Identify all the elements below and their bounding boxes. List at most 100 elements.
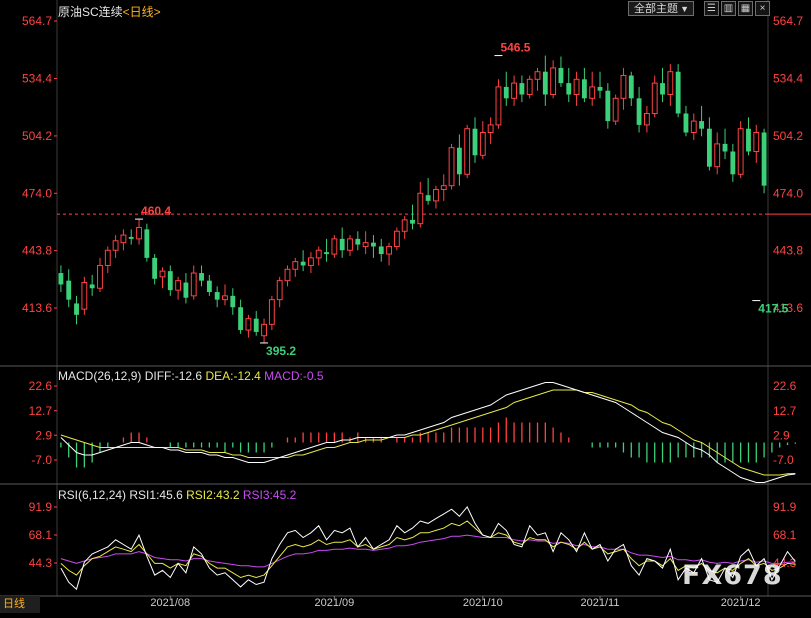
range-dropdown[interactable]: 全部主题 ▼ bbox=[628, 1, 694, 16]
rsi2-line bbox=[60, 520, 796, 579]
candle-body bbox=[128, 236, 134, 239]
candle-body bbox=[378, 246, 384, 255]
extreme-label-2: 546.5 bbox=[500, 41, 530, 55]
candle-body bbox=[550, 67, 557, 96]
close-icon[interactable]: × bbox=[755, 1, 770, 16]
candle-body bbox=[722, 143, 728, 152]
candle-body bbox=[566, 83, 572, 95]
rsi3-legend-name: RSI3 bbox=[242, 488, 270, 502]
rsi-tick-label-left-1: 68.1 bbox=[29, 528, 53, 542]
candle-body bbox=[425, 195, 431, 201]
candle-body bbox=[324, 252, 329, 255]
candle-body bbox=[276, 280, 283, 301]
candle-body bbox=[597, 86, 603, 91]
candle-body bbox=[261, 323, 267, 337]
candle-body bbox=[292, 261, 299, 270]
dea-legend-value: -12.4 bbox=[233, 369, 261, 383]
candle-body bbox=[401, 219, 408, 232]
candle-body bbox=[268, 299, 275, 325]
candle-body bbox=[245, 318, 252, 331]
candle-body bbox=[690, 120, 697, 133]
price-tick-label-right-5: 413.6 bbox=[773, 301, 803, 315]
period-selector[interactable]: <日线> bbox=[122, 5, 161, 19]
rsi-tick-label-right-0: 91.9 bbox=[773, 500, 797, 514]
candle-body bbox=[433, 188, 439, 202]
price-tick-label-left-4: 443.8 bbox=[22, 244, 52, 258]
chart-title: 原油SC连续<日线> bbox=[58, 3, 161, 20]
rsi1-line bbox=[60, 505, 796, 591]
candle-body bbox=[410, 219, 415, 224]
macd-tick-label-right-0: 22.6 bbox=[773, 379, 797, 393]
candle-body bbox=[74, 303, 79, 315]
candle-body bbox=[761, 132, 767, 186]
candle-body bbox=[589, 86, 596, 99]
rsi-title: RSI(6,12,24) bbox=[58, 488, 127, 502]
candle-body bbox=[58, 273, 64, 285]
candle-body bbox=[581, 79, 587, 99]
price-tick-label-right-3: 474.0 bbox=[773, 186, 803, 200]
macd-legend-name: MACD bbox=[264, 369, 300, 383]
candle-body bbox=[308, 257, 314, 266]
dea-line bbox=[60, 389, 796, 476]
rsi2-legend-value: 43.2 bbox=[216, 488, 240, 502]
extreme-label-3: 417.5 bbox=[758, 302, 788, 316]
candle-body bbox=[167, 271, 173, 291]
candle-body bbox=[526, 78, 533, 96]
candle-body bbox=[479, 131, 486, 156]
candle-body bbox=[347, 238, 353, 251]
x-tick-label-2: 2021/10 bbox=[463, 597, 503, 609]
candle-body bbox=[503, 86, 509, 99]
candle-body bbox=[238, 307, 244, 331]
candle-body bbox=[472, 128, 478, 156]
candle-body bbox=[362, 242, 369, 247]
tab-daily[interactable]: 日线 bbox=[0, 596, 40, 613]
diff-line bbox=[60, 382, 796, 483]
candle-body bbox=[753, 131, 760, 152]
price-tick-label-right-2: 504.2 bbox=[773, 129, 803, 143]
x-tick-label-1: 2021/09 bbox=[314, 597, 354, 609]
candle-body bbox=[737, 128, 744, 175]
candle-body bbox=[120, 234, 127, 244]
chart-settings-icon[interactable]: ▦ bbox=[738, 1, 753, 16]
extreme-label-1: 395.2 bbox=[266, 344, 296, 358]
bar-chart-icon[interactable]: ▥ bbox=[721, 1, 736, 16]
extreme-label-0: 460.4 bbox=[141, 204, 171, 218]
candle-body bbox=[714, 143, 721, 168]
candle-body bbox=[628, 75, 634, 99]
price-tick-label-left-2: 504.2 bbox=[22, 129, 52, 143]
x-tick-label-4: 2021/12 bbox=[721, 597, 761, 609]
macd-tick-label-left-3: -7.0 bbox=[31, 453, 52, 467]
candle-body bbox=[612, 97, 619, 122]
rsi-legend: RSI(6,12,24) RSI1:45.6 RSI2:43.2 RSI3:45… bbox=[58, 488, 297, 502]
candle-body bbox=[159, 270, 166, 278]
candle-body bbox=[331, 238, 338, 255]
candle-body bbox=[511, 82, 517, 99]
candle-body bbox=[371, 242, 376, 247]
price-tick-label-right-4: 443.8 bbox=[773, 244, 803, 258]
price-tick-label-left-1: 534.4 bbox=[22, 72, 52, 86]
candle-body bbox=[519, 83, 525, 95]
list-icon[interactable]: ☰ bbox=[704, 1, 719, 16]
rsi3-legend-value: 45.2 bbox=[272, 488, 297, 502]
candle-body bbox=[573, 78, 580, 96]
macd-tick-label-right-3: -7.0 bbox=[773, 453, 794, 467]
macd-legend-value: -0.5 bbox=[302, 369, 324, 383]
candle-body bbox=[667, 71, 674, 96]
rsi-tick-label-right-1: 68.1 bbox=[773, 528, 797, 542]
macd-tick-label-left-0: 22.6 bbox=[29, 379, 53, 393]
diff-legend-name: DIFF bbox=[144, 369, 172, 383]
candle-body bbox=[112, 240, 119, 251]
candle-body bbox=[97, 264, 103, 289]
chevron-down-icon: ▼ bbox=[680, 4, 689, 14]
candle-body bbox=[706, 128, 712, 167]
rsi2-legend-name: RSI2 bbox=[186, 488, 213, 502]
candle-body bbox=[730, 151, 736, 175]
rsi-tick-label-left-0: 91.9 bbox=[29, 500, 53, 514]
x-tick-label-0: 2021/08 bbox=[150, 597, 190, 609]
candle-body bbox=[152, 257, 158, 279]
price-tick-label-left-0: 564.7 bbox=[22, 14, 52, 28]
range-dropdown-label: 全部主题 bbox=[634, 3, 678, 15]
candle-body bbox=[104, 249, 111, 266]
macd-tick-label-left-2: 2.9 bbox=[35, 428, 52, 442]
